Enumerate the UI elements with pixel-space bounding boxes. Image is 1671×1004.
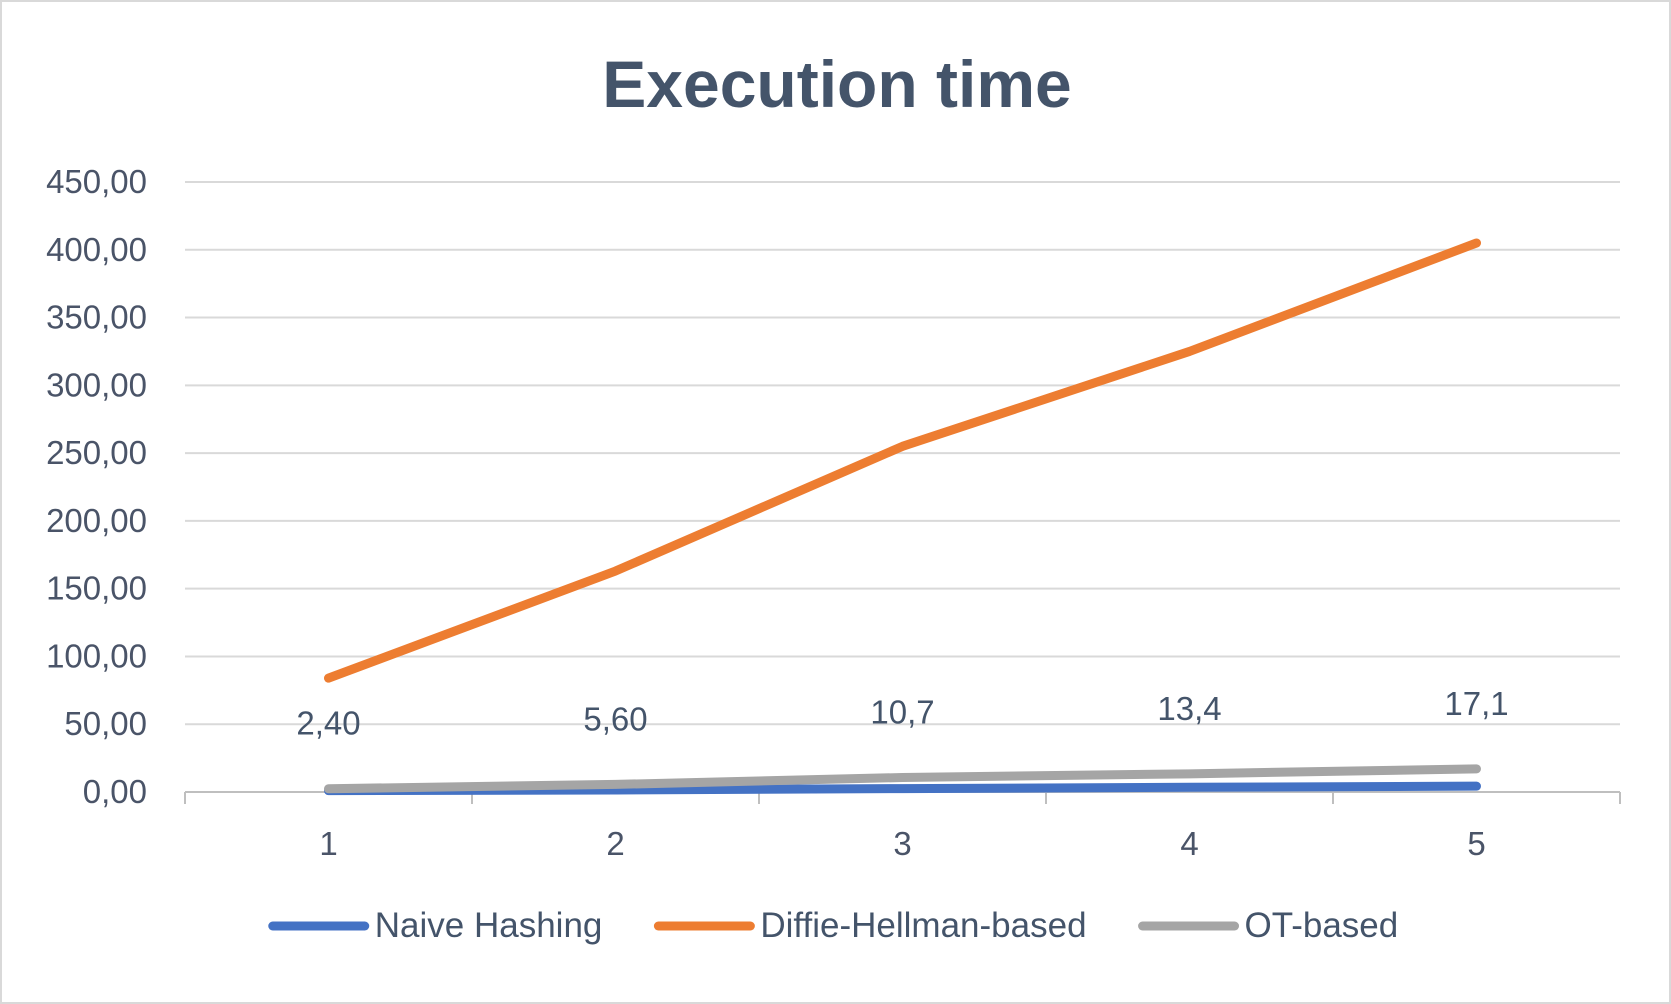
legend-label: OT-based (1245, 906, 1399, 945)
axes: 0,00 50,00 100,00 150,00 200,00 250,00 300,00 3… (46, 163, 1621, 862)
legend: Naive Hashing Diffie-Hellman-based OT-base… (268, 906, 1399, 945)
y-tick-label: 0,00 (83, 773, 147, 810)
x-tick-label: 2 (606, 825, 624, 862)
data-labels: 2,40 5,60 10,7 13,4 17,1 (296, 685, 1508, 742)
data-label: 17,1 (1444, 685, 1508, 722)
legend-item: Diffie-Hellman-based (653, 906, 1087, 945)
y-tick-label: 450,00 (46, 163, 147, 200)
chart-title: Execution time (602, 47, 1071, 121)
data-label: 10,7 (870, 693, 934, 730)
data-label: 13,4 (1157, 690, 1221, 727)
y-tick-label: 250,00 (46, 434, 147, 471)
x-tick-label: 3 (893, 825, 911, 862)
gridlines (185, 181, 1620, 726)
legend-item: Naive Hashing (268, 906, 603, 945)
y-tick-label: 200,00 (46, 502, 147, 539)
series-line-ot-based (324, 764, 1481, 794)
series-lines (324, 238, 1481, 796)
y-tick-label: 350,00 (46, 299, 147, 336)
y-tick-label: 150,00 (46, 570, 147, 607)
y-tick-label: 400,00 (46, 231, 147, 268)
data-label: 2,40 (296, 705, 360, 742)
legend-label: Diffie-Hellman-based (760, 906, 1086, 945)
x-tick-label: 4 (1180, 825, 1198, 862)
x-tick-label: 1 (319, 825, 337, 862)
y-tick-label: 50,00 (64, 705, 147, 742)
data-label: 5,60 (583, 700, 647, 737)
legend-label: Naive Hashing (375, 906, 603, 945)
x-tick-label: 5 (1467, 825, 1485, 862)
y-tick-label: 100,00 (46, 637, 147, 674)
legend-item: OT-based (1138, 906, 1399, 945)
y-tick-label: 300,00 (46, 366, 147, 403)
series-line-diffie-hellman-based (324, 238, 1481, 683)
